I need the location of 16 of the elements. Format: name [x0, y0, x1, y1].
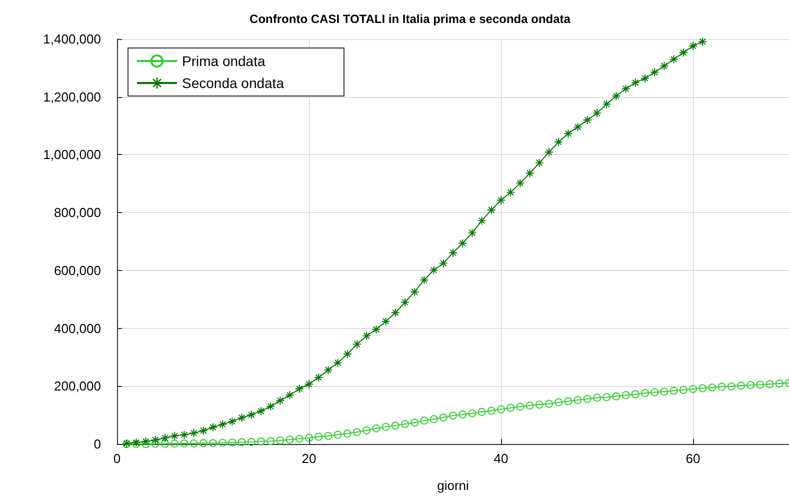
legend-label: Prima ondata: [182, 53, 266, 69]
chart-title: Confronto CASI TOTALI in Italia prima e seconda ondata: [250, 12, 571, 26]
y-tick-label: 600,000: [54, 262, 101, 278]
y-tick-label: 1,200,000: [43, 89, 101, 104]
y-tick-label: 400,000: [54, 320, 101, 336]
y-tick-label: 200,000: [54, 378, 101, 394]
y-tick-label: 1,000,000: [43, 147, 101, 162]
x-tick-label: 0: [113, 451, 121, 466]
y-tick-label: 1,400,000: [43, 32, 101, 46]
y-tick-label: 800,000: [54, 205, 101, 220]
x-tick-label: 60: [686, 451, 700, 466]
x-tick-label: 40: [494, 451, 508, 466]
x-tick-label: 20: [302, 451, 316, 466]
legend-label: Seconda ondata: [182, 75, 284, 91]
x-axis-title: giorni: [437, 478, 470, 493]
y-tick-label: 0: [94, 436, 101, 452]
